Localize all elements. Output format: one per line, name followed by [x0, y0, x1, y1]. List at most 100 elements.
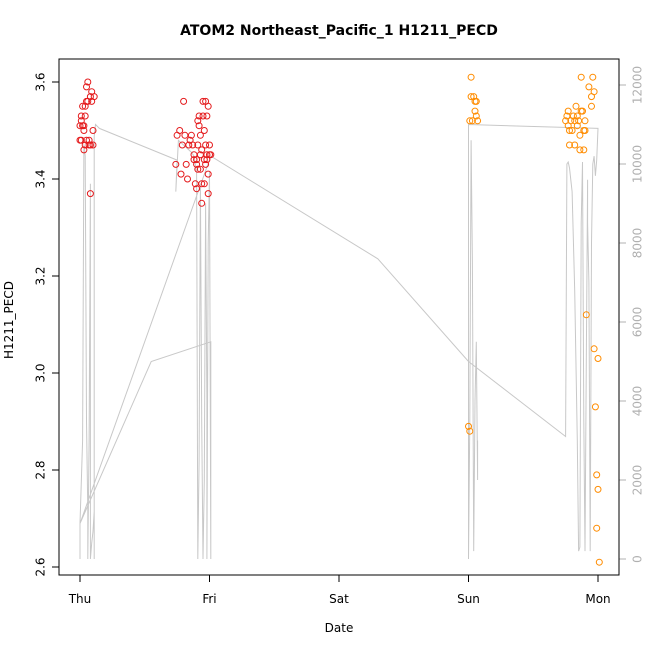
- y-tick-label: 3.0: [34, 363, 48, 382]
- x-tick-label: Sat: [329, 592, 349, 606]
- data-point: [199, 112, 207, 120]
- data-point: [591, 403, 599, 411]
- data-point: [185, 141, 193, 149]
- data-point: [595, 558, 603, 566]
- data-point: [195, 122, 203, 130]
- data-point: [83, 83, 90, 91]
- data-point: [89, 141, 97, 149]
- data-point: [193, 156, 201, 164]
- data-point: [590, 88, 598, 96]
- data-point: [80, 122, 88, 130]
- data-point: [576, 146, 584, 154]
- y2-tick-label: 12000: [631, 66, 645, 104]
- data-point: [573, 122, 581, 130]
- data-point: [474, 117, 482, 125]
- data-points-layer: [76, 73, 603, 566]
- data-point: [178, 141, 186, 149]
- chart-title: ATOM2 Northeast_Pacific_1 H1211_PECD: [180, 23, 498, 39]
- y2-tick-label: 8000: [631, 228, 645, 259]
- data-point: [184, 175, 191, 183]
- axes-layer: Thu Fri Sat Sun Mon 2.6 2.8 3.0 3.2 3.4 3.6 0 2000 40…: [34, 66, 645, 606]
- data-point: [581, 127, 589, 134]
- x-tick-label: Sun: [457, 592, 480, 606]
- data-point: [572, 102, 580, 110]
- x-tick-label: Fri: [202, 592, 216, 606]
- data-point: [86, 93, 94, 101]
- data-point: [588, 102, 595, 110]
- data-point: [200, 180, 208, 188]
- y-tick-label: 3.4: [34, 169, 48, 188]
- data-point: [573, 112, 581, 120]
- data-point: [202, 160, 210, 168]
- data-point: [200, 127, 208, 134]
- y2-tick-label: 10000: [631, 145, 645, 183]
- data-point: [569, 112, 577, 120]
- data-point: [77, 112, 85, 120]
- y2-tick-label: 4000: [631, 386, 645, 417]
- x-tick-label: Thu: [68, 592, 92, 606]
- data-point: [194, 141, 202, 149]
- data-point: [81, 112, 89, 120]
- data-point: [203, 112, 211, 120]
- data-point: [204, 170, 212, 178]
- y-axis-label: H1211_PECD: [2, 281, 16, 359]
- data-point: [465, 422, 472, 430]
- data-point: [194, 165, 202, 173]
- data-point: [187, 131, 195, 139]
- y-tick-label: 2.8: [34, 460, 48, 479]
- data-point: [467, 93, 475, 101]
- data-point: [585, 83, 593, 91]
- y2-tick-label: 6000: [631, 307, 645, 338]
- data-point: [568, 127, 576, 134]
- data-point: [196, 165, 204, 173]
- data-point: [86, 190, 94, 198]
- data-point: [580, 146, 588, 154]
- data-point: [180, 97, 188, 105]
- data-point: [589, 73, 597, 81]
- data-point: [85, 136, 93, 144]
- data-point: [199, 97, 207, 105]
- data-point: [196, 131, 204, 139]
- data-point: [203, 151, 211, 159]
- data-point: [172, 160, 180, 168]
- x-axis-label: Date: [325, 621, 354, 635]
- data-point: [198, 180, 206, 188]
- data-point: [594, 355, 602, 362]
- plot-frame: [58, 58, 620, 576]
- data-point: [466, 427, 474, 435]
- data-point: [582, 311, 590, 319]
- altitude-line: [79, 123, 599, 560]
- data-point: [76, 122, 84, 130]
- data-point: [468, 117, 476, 125]
- data-point: [566, 141, 573, 149]
- y-tick-label: 3.2: [34, 266, 48, 285]
- data-point: [207, 151, 215, 159]
- data-point: [472, 97, 480, 105]
- data-point: [193, 185, 201, 193]
- data-point: [194, 117, 202, 125]
- data-point: [77, 136, 85, 144]
- data-point: [571, 141, 579, 149]
- x-tick-label: Mon: [585, 592, 610, 606]
- data-point: [198, 199, 206, 207]
- data-point: [471, 107, 479, 115]
- data-point: [590, 345, 598, 353]
- data-point: [204, 190, 212, 198]
- data-point: [89, 127, 97, 134]
- data-point: [182, 160, 190, 168]
- data-point: [193, 160, 201, 168]
- data-point: [198, 146, 206, 154]
- data-point: [577, 73, 585, 81]
- y-tick-label: 3.6: [34, 72, 48, 91]
- data-point: [181, 131, 189, 139]
- data-point: [564, 107, 572, 115]
- altitude-line-layer: [79, 123, 599, 560]
- data-point: [80, 127, 88, 134]
- y2-tick-label: 2000: [631, 465, 645, 496]
- data-point: [206, 141, 213, 149]
- data-point: [204, 102, 212, 110]
- data-point: [466, 117, 474, 125]
- data-point: [90, 93, 98, 101]
- y-tick-label: 2.6: [34, 557, 48, 576]
